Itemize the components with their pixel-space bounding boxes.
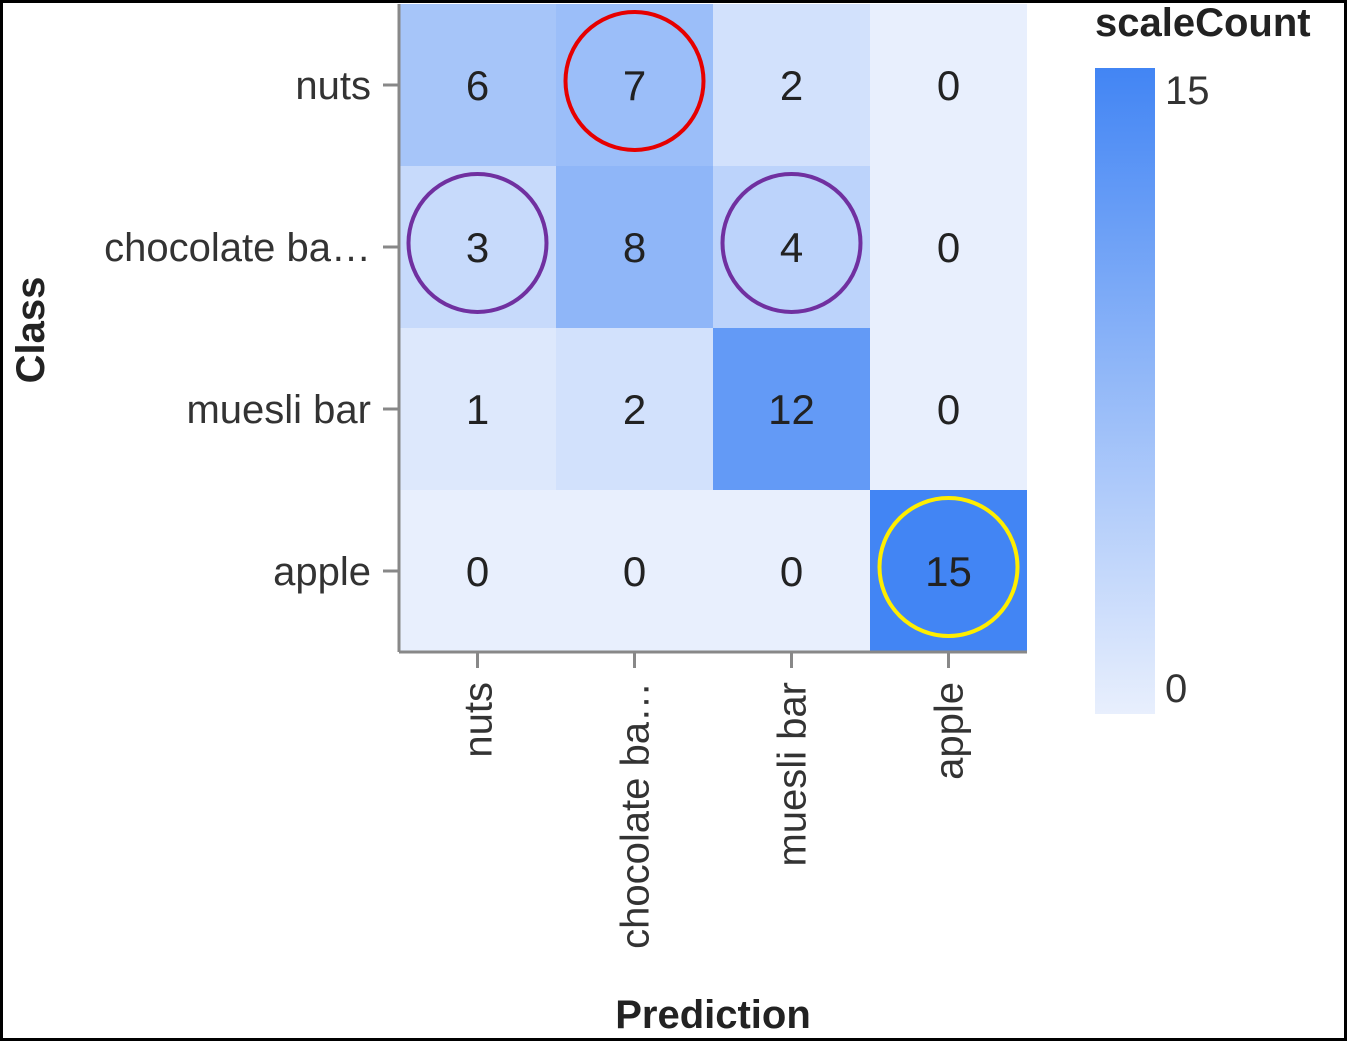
legend-gradient-bar xyxy=(1095,68,1155,714)
highlight-circles xyxy=(406,10,1020,638)
cell-value-label: 7 xyxy=(623,62,646,109)
heatmap-cell xyxy=(556,4,713,166)
cell-value-label: 6 xyxy=(466,62,489,109)
legend-max-label: 15 xyxy=(1165,69,1210,113)
x-tick-label: apple xyxy=(928,682,972,780)
x-axis-title: Prediction xyxy=(615,993,811,1037)
heatmap-cell xyxy=(870,4,1027,166)
cell-value-label: 4 xyxy=(780,224,803,271)
heatmap-cell xyxy=(556,328,713,490)
cell-value-label: 12 xyxy=(768,386,815,433)
heatmap-cell xyxy=(399,328,556,490)
x-tick-label: chocolate ba… xyxy=(614,682,658,949)
cell-value-label: 8 xyxy=(623,224,646,271)
heatmap-cell xyxy=(713,490,870,652)
axes: nuts chocolate ba… muesli bar apple nuts choc… xyxy=(104,4,1027,949)
heatmap-cell xyxy=(713,328,870,490)
purple-highlight-circle xyxy=(720,172,863,314)
y-tick-label: chocolate ba… xyxy=(104,226,371,270)
x-tick-label: nuts xyxy=(457,682,501,758)
heatmap-cell xyxy=(556,490,713,652)
heatmap-cell xyxy=(870,490,1027,652)
cell-value-label: 0 xyxy=(937,224,960,271)
cell-value-label: 3 xyxy=(466,224,489,271)
legend-min-label: 0 xyxy=(1165,667,1187,711)
cell-value-label: 0 xyxy=(623,548,646,595)
purple-highlight-circle xyxy=(406,172,549,314)
cell-value-label: 15 xyxy=(925,548,972,595)
x-tick-label: muesli bar xyxy=(771,682,815,867)
cell-value-label: 0 xyxy=(937,62,960,109)
yellow-highlight-circle xyxy=(877,496,1020,638)
heatmap-cell xyxy=(870,166,1027,328)
cell-value-label: 0 xyxy=(937,386,960,433)
legend-title: scaleCount xyxy=(1095,1,1311,45)
cell-value-label: 1 xyxy=(466,386,489,433)
cell-value-label: 0 xyxy=(780,548,803,595)
y-axis-title: Class xyxy=(9,277,53,384)
cell-value-label: 2 xyxy=(623,386,646,433)
heatmap-cell xyxy=(399,166,556,328)
heatmap-cell xyxy=(399,4,556,166)
cell-value-label: 0 xyxy=(466,548,489,595)
heatmap-cell xyxy=(399,490,556,652)
heatmap-cell xyxy=(713,4,870,166)
y-tick-label: muesli bar xyxy=(186,388,371,432)
cell-value-label: 2 xyxy=(780,62,803,109)
y-tick-label: apple xyxy=(273,550,371,594)
red-highlight-circle xyxy=(563,10,706,152)
heatmap-cell xyxy=(713,166,870,328)
y-tick-label: nuts xyxy=(295,64,371,108)
heatmap-cell xyxy=(556,166,713,328)
heatmap-cells: 6 7 2 03 8 4 01 2 12 00 0 0 15 xyxy=(399,4,1027,652)
heatmap-cell xyxy=(870,328,1027,490)
